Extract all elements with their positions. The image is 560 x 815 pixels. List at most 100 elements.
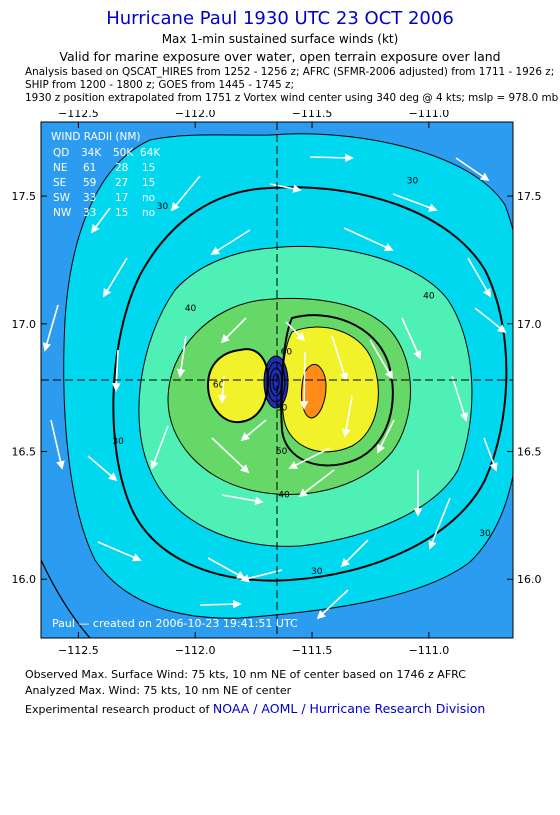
y-tick-label-left: 17.5	[12, 190, 37, 203]
hrd-link[interactable]: NOAA / AOML / Hurricane Research Divisio…	[212, 701, 486, 716]
wind-radii-title: WIND RADII (NM)	[51, 131, 141, 143]
axis-ticks	[41, 122, 513, 638]
contour-label: 50	[276, 447, 288, 457]
wind-vector	[340, 539, 369, 568]
contour-label: 30	[479, 529, 491, 539]
wind-radii-header-50k: 50K	[113, 147, 134, 159]
y-tick-label-left: 17.0	[12, 318, 37, 331]
wind-vector	[240, 419, 267, 442]
wind-radii-cell: SW	[53, 192, 71, 204]
contour-label: 30	[311, 567, 323, 577]
wind-vector	[331, 335, 348, 382]
wind-vector	[474, 307, 507, 334]
chart-subtitle: Max 1-min sustained surface winds (kt)	[161, 32, 399, 46]
wind-radii-cell: 59	[83, 177, 96, 189]
observed-max-wind: Observed Max. Surface Wind: 75 kts, 10 n…	[25, 668, 466, 681]
wind-vector	[369, 339, 393, 380]
wind-vector	[341, 395, 353, 438]
wind-radii-cell: NE	[53, 162, 68, 174]
wind-radii-table: WIND RADII (NM) QD 34K 50K 64K NE 61 28 …	[51, 131, 161, 219]
wind-vector	[170, 175, 201, 212]
wind-vector	[90, 207, 111, 234]
wind-band-60-70-east	[282, 327, 379, 452]
contour-label: 60	[281, 347, 293, 357]
y-tick-label-left: 16.5	[12, 446, 37, 459]
wind-vector	[298, 469, 335, 498]
wind-vector	[220, 317, 247, 344]
wind-radii-cell: 33	[83, 207, 96, 219]
wind-field-plot: 30 30 30 30 30 40 40 40 50 50 60 60	[41, 122, 513, 638]
wind-vector	[299, 351, 309, 410]
x-tick-label-top: −112.5	[58, 110, 99, 120]
wind-vector	[285, 321, 306, 342]
wind-radii-cell: 61	[83, 162, 96, 174]
wind-vector	[269, 183, 302, 193]
x-tick-label-bottom: −112.0	[175, 644, 216, 655]
wind-vector	[309, 153, 354, 163]
wind-radii-cell: 15	[115, 207, 128, 219]
wind-vector	[112, 349, 121, 392]
wind-radii-cell: no	[142, 207, 155, 219]
wind-vector	[392, 193, 438, 212]
analysis-line-1: Analysis based on QSCAT_HIRES from 1252 …	[25, 66, 555, 78]
x-tick-label-bottom: −111.0	[409, 644, 450, 655]
wind-vector	[343, 227, 394, 252]
wind-vector	[240, 569, 283, 583]
x-tick-label-bottom: −112.5	[58, 644, 99, 655]
wind-vector	[103, 257, 128, 298]
wind-radii-cell: 28	[115, 162, 128, 174]
wind-radii-cell: 15	[142, 177, 155, 189]
plot-frame	[40, 121, 514, 639]
contour-label: 50	[276, 404, 288, 414]
y-tick-label-right: 16.0	[517, 573, 542, 586]
center-crosshair	[41, 122, 513, 638]
contour-label: 40	[423, 291, 435, 301]
x-tick-label-bottom: −111.5	[292, 644, 333, 655]
contour-label: 30	[157, 202, 169, 212]
analysis-line-3: 1930 z position extrapolated from 1751 z…	[25, 92, 559, 104]
contour-label: 40	[278, 491, 290, 501]
wind-vector	[221, 494, 264, 506]
wind-vector	[87, 455, 118, 482]
wind-vector	[42, 304, 59, 352]
y-tick-label-right: 16.5	[517, 446, 542, 459]
wind-vector	[401, 317, 422, 360]
wind-band-60-70-west	[208, 349, 268, 423]
y-tick-label-right: 17.5	[517, 190, 542, 203]
wind-vector	[176, 335, 187, 378]
wind-radii-cell: NW	[53, 207, 72, 219]
wind-vector	[377, 419, 395, 454]
wind-field-chart: 30 30 30 30 30 40 40 40 50 50 60 60	[12, 110, 542, 655]
wind-vector	[467, 257, 491, 298]
plot-credit-stamp: Paul — created on 2006-10-23 19:41:51 UT…	[52, 617, 298, 630]
wind-band-70-plus	[301, 364, 326, 418]
wind-radii-header-64k: 64K	[140, 147, 161, 159]
wind-vector	[199, 599, 242, 609]
wind-radii-cell: 15	[142, 162, 155, 174]
y-tick-label-left: 16.0	[12, 573, 37, 586]
wind-vector	[455, 157, 490, 182]
wind-vectors	[42, 153, 507, 620]
contour-label: 30	[407, 176, 419, 186]
contour-label: 60	[213, 381, 225, 391]
wind-vector	[50, 419, 65, 470]
wind-vector	[483, 437, 498, 472]
credit-prefix: Experimental research product of	[25, 703, 210, 716]
contour-label: 30	[112, 437, 124, 447]
analyzed-max-wind: Analyzed Max. Wind: 75 kts, 10 nm NE of …	[25, 684, 292, 697]
wind-radii-header-34k: 34K	[81, 147, 102, 159]
x-tick-label-top: −111.0	[409, 110, 450, 120]
wind-radii-cell: no	[142, 192, 155, 204]
wind-vector	[451, 375, 468, 422]
contour-labels: 30 30 30 30 30 40 40 40 50 50 60 60	[112, 176, 491, 577]
x-tick-label-top: −111.5	[292, 110, 333, 120]
chart-title: Hurricane Paul 1930 UTC 23 OCT 2006	[106, 8, 454, 29]
y-tick-label-right: 17.0	[517, 318, 542, 331]
wind-vector	[150, 425, 169, 470]
wind-vector	[413, 470, 423, 517]
wind-vector	[97, 541, 142, 562]
x-tick-label-top: −112.0	[175, 110, 216, 120]
wind-radii-cell: 17	[115, 192, 128, 204]
wind-radii-cell: 33	[83, 192, 96, 204]
contour-label: 40	[185, 304, 197, 314]
